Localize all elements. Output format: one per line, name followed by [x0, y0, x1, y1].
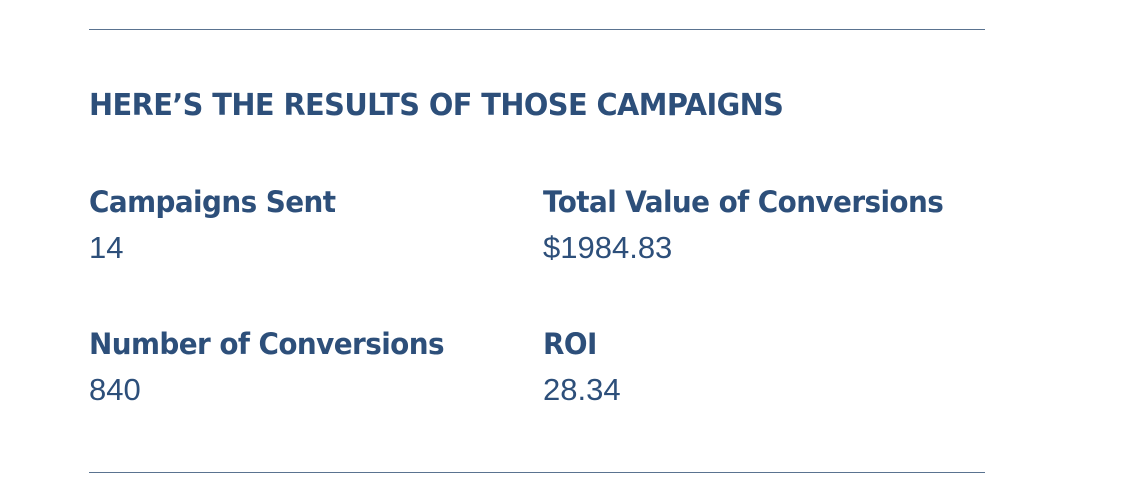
stat-label: Number of Conversions: [89, 327, 445, 361]
stat-value: 14: [89, 229, 124, 265]
stat-value: $1984.83: [543, 229, 673, 265]
stat-label: Total Value of Conversions: [543, 185, 944, 219]
section-title: HERE’S THE RESULTS OF THOSE CAMPAIGNS: [89, 88, 784, 123]
top-divider: [89, 29, 985, 30]
stat-roi: ROI 28.34: [543, 327, 983, 408]
bottom-divider: [89, 472, 985, 473]
stat-label: Campaigns Sent: [89, 185, 336, 219]
stat-label: ROI: [543, 327, 597, 361]
stat-campaigns-sent: Campaigns Sent 14: [89, 185, 529, 266]
stat-number-of-conversions: Number of Conversions 840: [89, 327, 529, 408]
stat-value: 28.34: [543, 371, 621, 407]
stat-total-value-of-conversions: Total Value of Conversions $1984.83: [543, 185, 983, 266]
stat-value: 840: [89, 371, 141, 407]
